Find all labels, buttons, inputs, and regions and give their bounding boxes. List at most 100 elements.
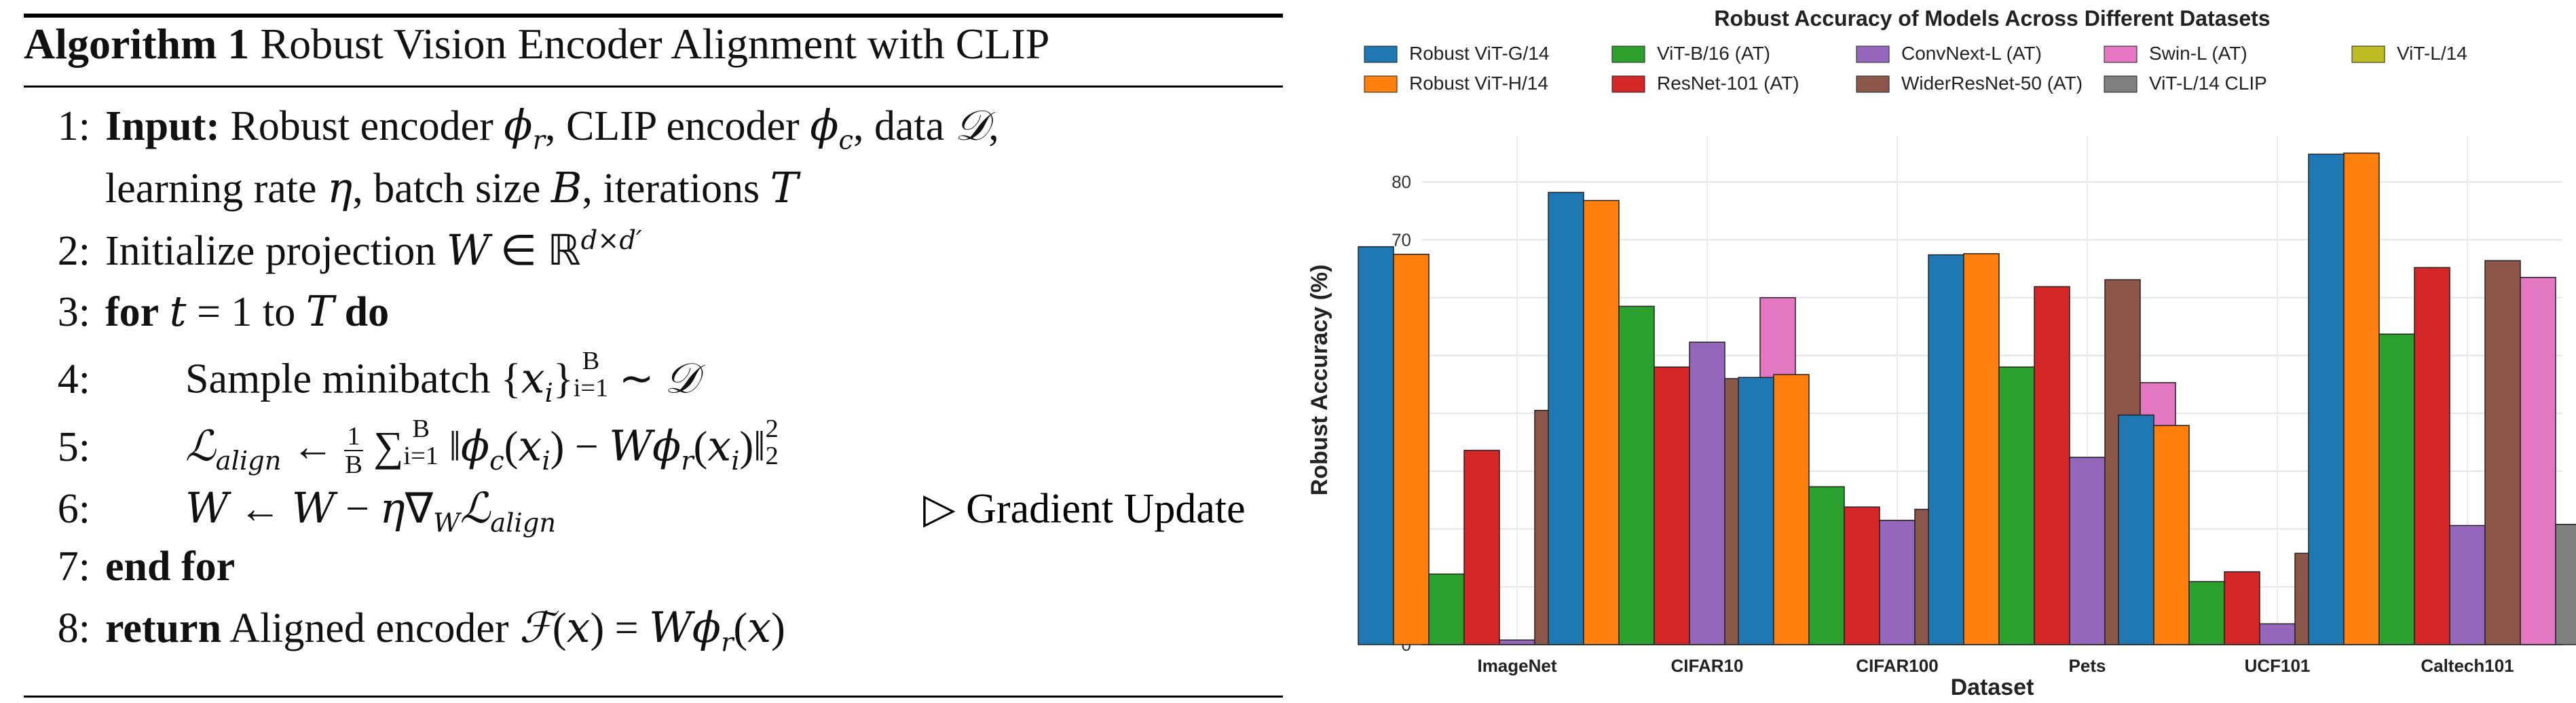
algorithm-token: ( — [693, 423, 708, 470]
legend-swatch — [1856, 75, 1890, 93]
algorithm-token: ℱ — [519, 603, 553, 652]
bar — [2259, 623, 2296, 645]
legend-label: Swin-L (AT) — [2149, 43, 2247, 64]
algorithm-token: η — [327, 163, 353, 212]
algorithm-token: T — [305, 286, 335, 336]
algorithm-token: d×d′ — [580, 225, 642, 256]
algorithm-line: 3: for t = 1 to T do — [24, 286, 389, 337]
algorithm-token: ϕ — [460, 421, 490, 471]
algorithm-token: B — [550, 163, 582, 212]
legend-swatch — [1364, 45, 1398, 63]
x-tick-label: ImageNet — [1477, 656, 1556, 676]
bar — [2484, 260, 2521, 645]
algorithm-token: = 1 to — [186, 289, 306, 335]
algorithm-token: ∈ ℝ — [489, 228, 581, 275]
line-number: 6: — [57, 486, 90, 532]
chart-title: Robust Accuracy of Models Across Differe… — [1714, 6, 2270, 31]
legend-label: ViT-L/14 — [2397, 43, 2467, 64]
algorithm-token: ℒ — [185, 421, 216, 471]
bar — [1463, 449, 1500, 645]
bar — [2414, 267, 2450, 645]
algorithm-token: for — [105, 289, 160, 335]
algorithm-token: ← — [281, 423, 345, 470]
algorithm-token: c — [489, 446, 504, 477]
x-axis-label: Dataset — [1951, 674, 2034, 700]
bar — [2069, 457, 2106, 645]
bar — [2449, 525, 2486, 645]
y-tick-label: 80 — [1392, 172, 1411, 192]
algorithm-block: Algorithm 1 Robust Vision Encoder Alignm… — [24, 0, 1283, 703]
bottom-rule — [24, 696, 1283, 698]
algorithm-name: Robust Vision Encoder Alignment with CLI… — [260, 20, 1050, 68]
algorithm-line: 2: Initialize projection W ∈ ℝd×d′ — [24, 225, 642, 276]
bar — [1808, 486, 1845, 645]
bar — [1499, 639, 1535, 645]
algorithm-token: return — [105, 605, 222, 651]
bar — [2153, 425, 2190, 645]
algorithm-token: r — [532, 125, 545, 156]
algorithm-token — [334, 289, 345, 335]
algorithm-title: Algorithm 1 Robust Vision Encoder Alignm… — [24, 19, 1049, 69]
algorithm-token: W — [185, 483, 229, 533]
algorithm-token: η — [379, 483, 405, 533]
algorithm-token: Aligned encoder — [221, 605, 520, 651]
algorithm-token: ϕ — [810, 100, 839, 150]
legend-swatch — [2104, 75, 2138, 93]
legend-label: Robust ViT-H/14 — [1409, 73, 1548, 94]
bar — [1428, 573, 1465, 645]
bar — [2308, 153, 2345, 645]
bar — [2555, 523, 2576, 645]
bar — [1358, 246, 1394, 645]
algorithm-token: Robust encoder — [219, 103, 504, 149]
algorithm-token: ( — [733, 605, 748, 651]
bar — [1844, 506, 1880, 645]
algorithm-token — [159, 289, 170, 335]
algorithm-token: ϕ — [504, 100, 533, 150]
algorithm-token: T — [770, 163, 798, 212]
algorithm-token: r — [681, 446, 694, 477]
algorithm-token: Sample minibatch { — [185, 356, 521, 402]
bar — [2520, 277, 2556, 645]
algorithm-token: x — [521, 353, 545, 403]
algorithm-token: ) — [771, 605, 785, 651]
algorithm-token: , data — [853, 103, 955, 149]
bar — [1689, 341, 1725, 645]
algorithm-token: W — [291, 483, 335, 533]
x-tick-label: CIFAR10 — [1671, 656, 1744, 676]
x-tick-label: UCF101 — [2245, 656, 2311, 676]
line-number: 1: — [57, 103, 90, 149]
algorithm-token: )‖ — [739, 423, 766, 470]
algorithm-token: ‖ — [438, 423, 461, 470]
algorithm-token: − — [335, 486, 380, 532]
algorithm-token: W — [446, 225, 490, 276]
algorithm-token: align — [490, 508, 557, 539]
line-number: 7: — [57, 544, 90, 590]
legend-label: ViT-B/16 (AT) — [1657, 43, 1770, 64]
algorithm-token: x — [518, 421, 542, 471]
algorithm-token: , CLIP encoder — [544, 103, 810, 149]
legend-swatch — [2351, 45, 2385, 63]
algorithm-line: 6: W ← W − η∇Wℒalign — [24, 483, 556, 538]
algorithm-token: Input: — [105, 103, 220, 149]
bar — [2034, 286, 2070, 645]
algorithm-token: ) = — [590, 605, 650, 651]
bar — [1654, 366, 1690, 645]
line-number: 2: — [57, 228, 90, 275]
algorithm-token: ← — [228, 486, 292, 532]
algorithm-token: align — [215, 446, 282, 477]
algorithm-token: , — [988, 103, 999, 149]
legend-swatch — [1364, 75, 1398, 93]
bar — [1998, 366, 2035, 645]
algorithm-token: } — [553, 356, 574, 402]
legend-swatch — [2104, 45, 2138, 63]
bar — [1879, 520, 1916, 645]
title-rule — [24, 86, 1283, 88]
algorithm-token: , iterations — [582, 166, 770, 212]
algorithm-token: i — [542, 446, 550, 477]
algorithm-line: learning rate η, batch size B, iteration… — [24, 163, 798, 213]
bar-chart: Robust Accuracy of Models Across Differe… — [1286, 0, 2576, 703]
algorithm-token: ∇ — [405, 486, 434, 532]
